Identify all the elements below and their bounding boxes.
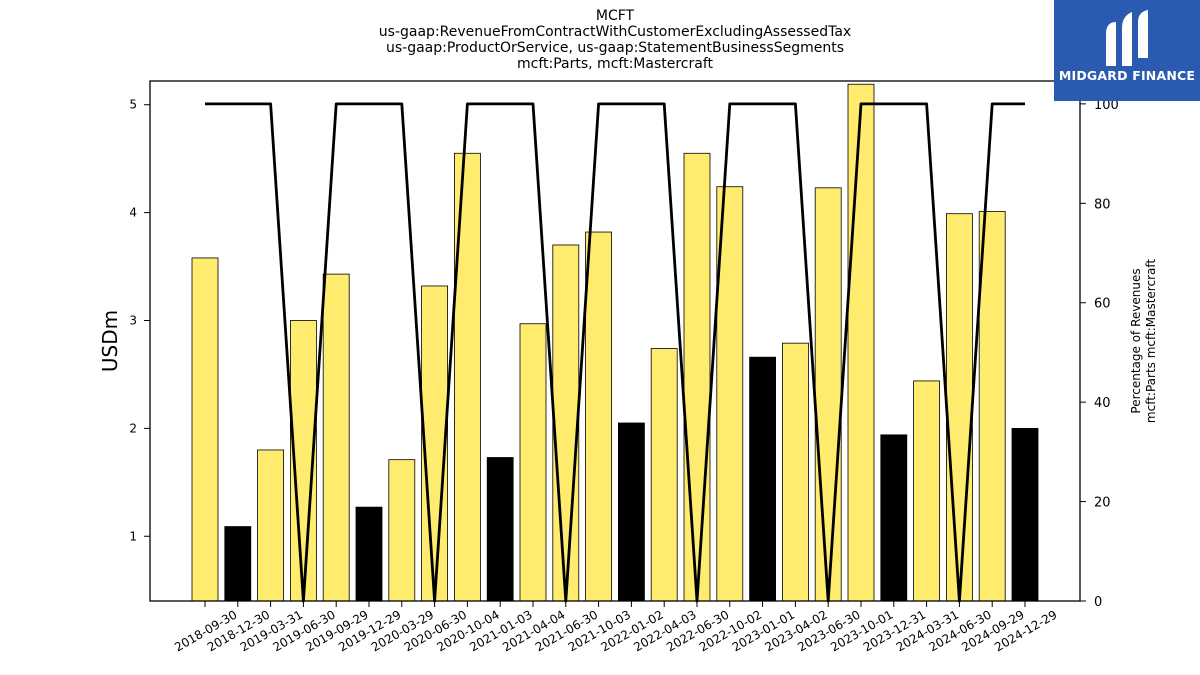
bar-2023-12-31 (880, 434, 908, 602)
bar-2020-06-30 (421, 285, 449, 602)
right-tick-label-60: 60 (1094, 297, 1111, 312)
bar-2020-03-29 (388, 459, 416, 602)
plot-frame (149, 80, 1081, 602)
left-tick-label-5: 5 (129, 98, 137, 112)
bar-2021-10-03 (585, 231, 612, 602)
right-axis-label-line-2: mcft:Parts mcft:Mastercraft (1144, 259, 1158, 423)
bar-2023-01-01 (749, 356, 776, 602)
bar-2023-10-01 (847, 83, 875, 602)
y-axis-label: USDm (98, 310, 122, 372)
percentage-line (205, 102, 1025, 603)
title-line-4: mcft:Parts, mcft:Mastercraft (517, 56, 713, 72)
percentage-line-group (205, 102, 1025, 603)
left-tick-label-2: 2 (129, 421, 137, 435)
bars-group (191, 83, 1039, 602)
bar-2023-04-02 (782, 342, 809, 602)
logo: MIDGARD FINANCE (1054, 0, 1200, 101)
bar-2024-06-30 (946, 213, 973, 602)
bar-2019-03-31 (257, 449, 285, 602)
title-line-3: us-gaap:ProductOrService, us-gaap:Statem… (386, 40, 844, 56)
x-axis: 2018-09-302018-12-302019-03-312019-06-30… (172, 601, 1060, 654)
title-line-2: us-gaap:RevenueFromContractWithCustomerE… (379, 24, 851, 40)
bar-2022-04-03 (650, 348, 678, 602)
bar-2022-01-02 (618, 422, 645, 602)
bar-2021-06-30 (552, 244, 580, 602)
bar-2021-04-04 (519, 323, 547, 602)
right-axis: 0 20 40 60 80 100 (1080, 98, 1119, 610)
bar-2020-10-04 (453, 152, 481, 602)
right-axis-label-line-1: Percentage of Revenues (1129, 268, 1143, 413)
bar-2019-12-29 (355, 506, 383, 602)
bar-2024-09-29 (978, 211, 1006, 602)
right-tick-label-100: 100 (1094, 98, 1119, 113)
left-tick-label-1: 1 (129, 529, 137, 543)
right-tick-label-0: 0 (1094, 595, 1102, 610)
chart-title: MCFTus-gaap:RevenueFromContractWithCusto… (379, 8, 851, 72)
bar-2018-09-30 (191, 257, 219, 602)
bar-2021-01-03 (486, 457, 514, 602)
right-tick-label-20: 20 (1094, 496, 1111, 511)
bar-2024-12-29 (1011, 427, 1039, 602)
left-tick-label-3: 3 (129, 314, 137, 328)
right-tick-label-40: 40 (1094, 396, 1111, 411)
right-tick-label-80: 80 (1094, 197, 1111, 212)
title-line-1: MCFT (596, 8, 635, 24)
right-axis-label: Percentage of Revenues mcft:Parts mcft:Ma… (1129, 259, 1158, 423)
bar-2024-03-31 (913, 380, 940, 602)
logo-text: MIDGARD FINANCE (1058, 68, 1196, 83)
left-tick-label-4: 4 (129, 206, 137, 220)
left-axis: 1 2 3 4 5 (129, 98, 150, 543)
bar-2022-06-30 (683, 152, 711, 602)
bar-2019-09-29 (322, 273, 350, 602)
midgard-logo-icon (1106, 10, 1148, 66)
bar-2023-06-30 (814, 187, 842, 602)
bar-2018-12-30 (224, 526, 252, 602)
